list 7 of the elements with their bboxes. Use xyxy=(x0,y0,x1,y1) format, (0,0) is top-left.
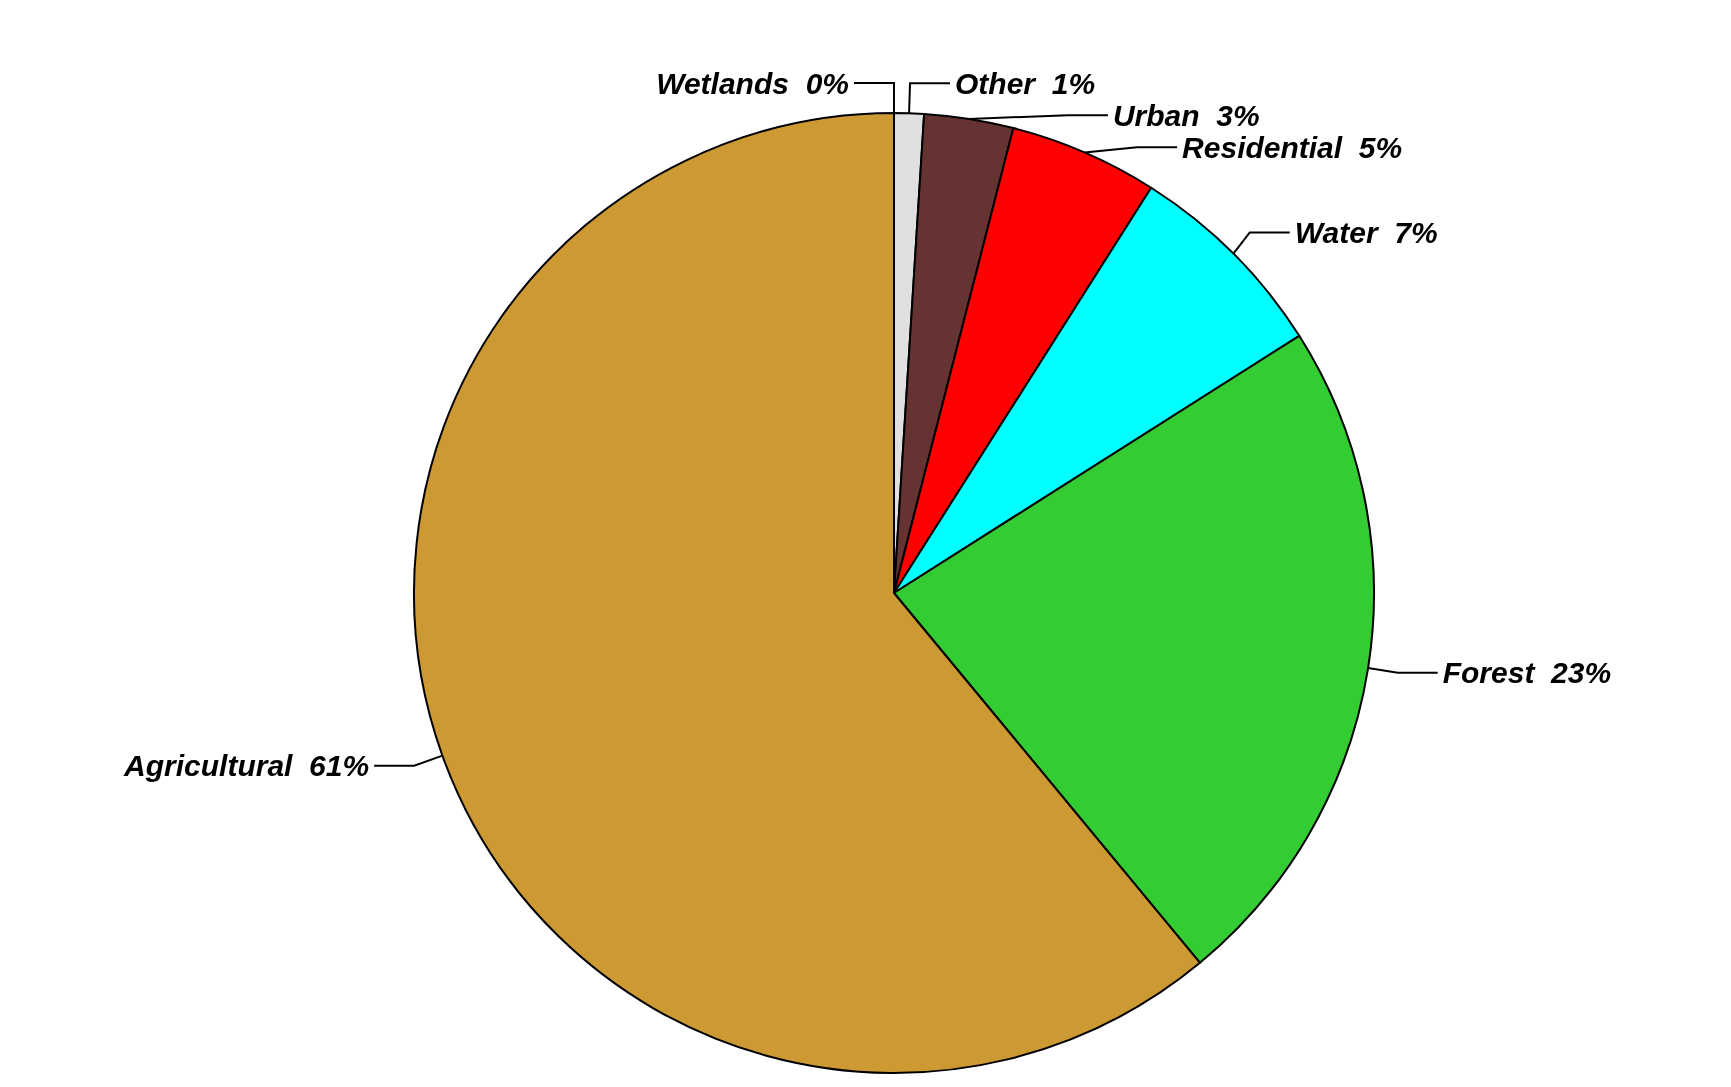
slice-label: Urban 3% xyxy=(1112,98,1260,132)
slice-label: Residential 5% xyxy=(1182,130,1403,164)
category-label: Wetlands 0% xyxy=(656,66,849,100)
slice-label: Agricultural 61% xyxy=(123,749,370,783)
slice-label: Forest 23% xyxy=(1442,656,1612,690)
slice-label: Water 7% xyxy=(1294,215,1438,249)
legend-label: Other 1% xyxy=(955,66,1096,100)
